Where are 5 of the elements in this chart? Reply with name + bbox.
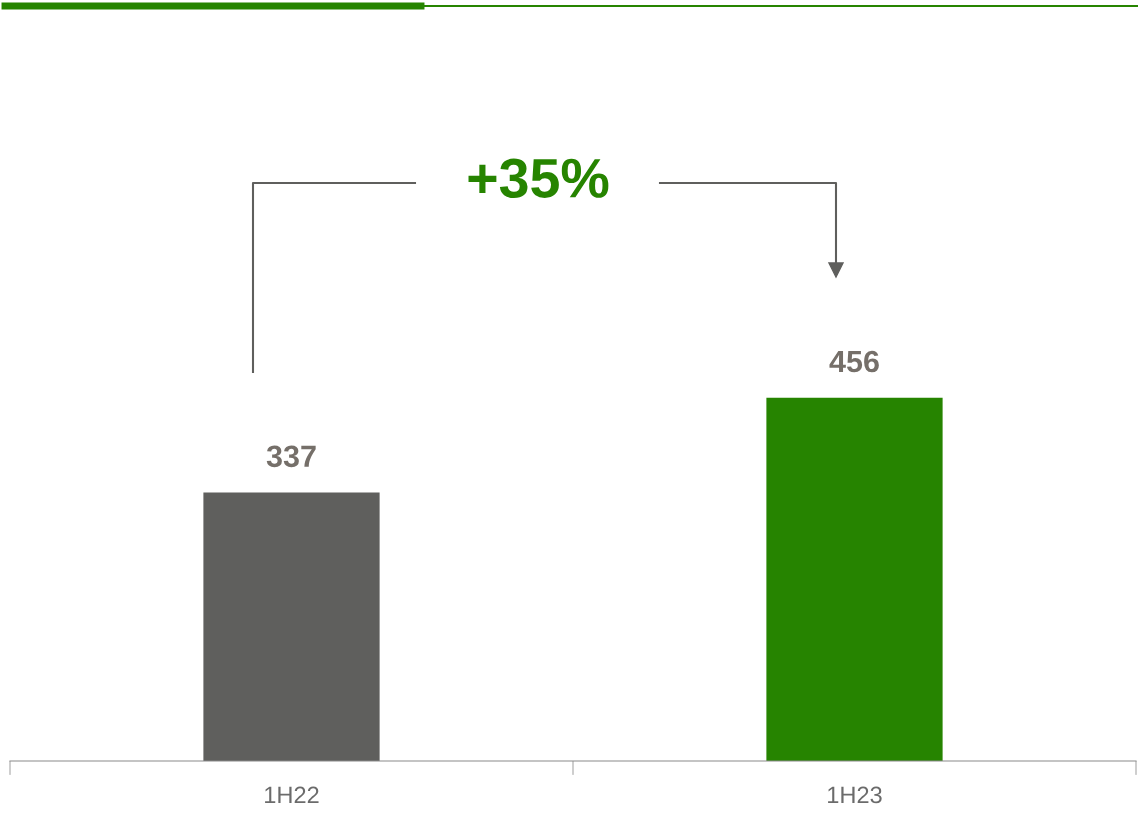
- data-label: 456: [829, 350, 879, 373]
- x-tick-label: 1H23: [828, 786, 882, 804]
- x-tick-label: 1H22: [265, 786, 319, 804]
- text: +35%: [468, 158, 609, 198]
- data-label: 337: [266, 445, 316, 468]
